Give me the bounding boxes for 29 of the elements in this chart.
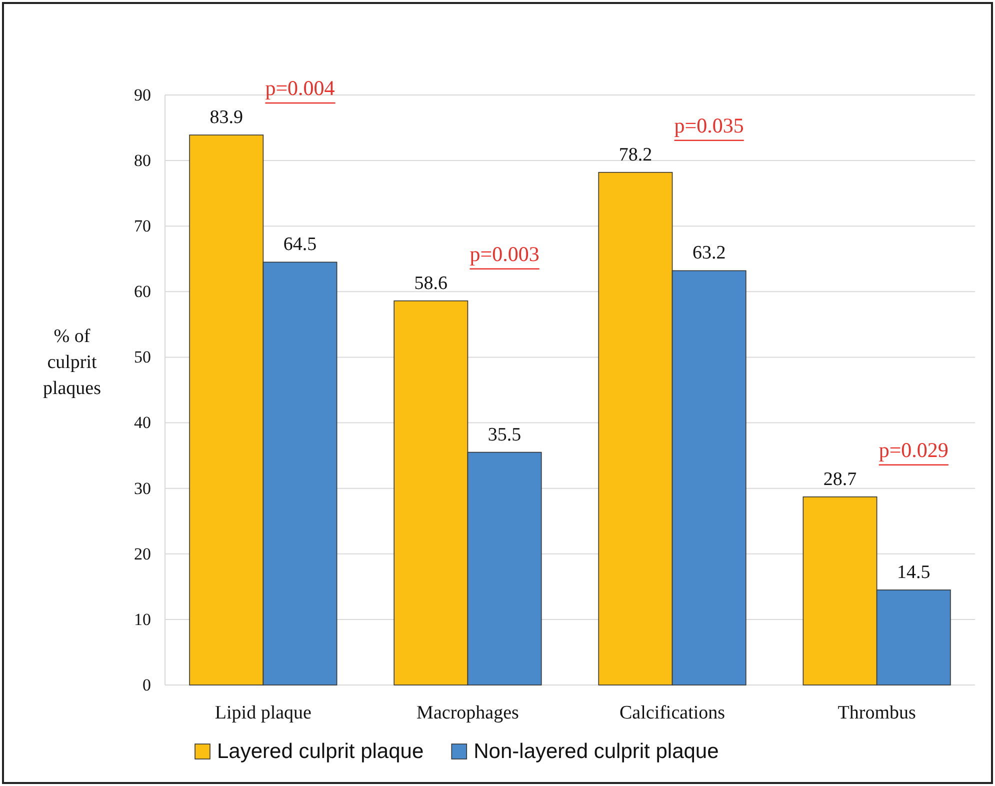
data-label: 64.5 xyxy=(283,234,317,256)
y-tick-label: 50 xyxy=(134,348,151,367)
annotation: p=0.004 xyxy=(265,76,336,100)
x-tick-label: Calcifications xyxy=(620,702,726,724)
data-label: 63.2 xyxy=(692,242,726,264)
annotation: p=0.003 xyxy=(470,242,540,266)
data-label: 58.6 xyxy=(414,272,448,294)
y-tick-label: 30 xyxy=(134,478,151,498)
y-tick-label: 40 xyxy=(134,413,151,432)
y-axis-title: % of culprit plaques xyxy=(42,326,102,399)
data-label: 28.7 xyxy=(823,468,857,490)
y-tick-label: 0 xyxy=(142,675,151,694)
legend-label: Layered culprit plaque xyxy=(217,740,424,763)
x-tick-label: Lipid plaque xyxy=(214,702,312,724)
y-tick-label: 60 xyxy=(134,282,151,302)
x-tick-label: Macrophages xyxy=(416,702,519,724)
data-label: 78.2 xyxy=(618,144,652,166)
annotation: p=0.029 xyxy=(878,438,948,462)
y-tick-label: 10 xyxy=(134,610,151,629)
data-label: 35.5 xyxy=(488,424,522,446)
data-label: 83.9 xyxy=(210,106,243,128)
y-tick-label: 20 xyxy=(134,544,151,564)
annotation: p=0.035 xyxy=(674,113,744,138)
y-tick-label: 90 xyxy=(134,85,151,104)
legend-label: Non-layered culprit plaque xyxy=(474,740,719,763)
x-tick-label: Thrombus xyxy=(838,702,916,724)
y-tick-label: 70 xyxy=(134,216,151,236)
y-tick-label: 80 xyxy=(134,150,151,170)
data-label: 14.5 xyxy=(897,562,930,583)
